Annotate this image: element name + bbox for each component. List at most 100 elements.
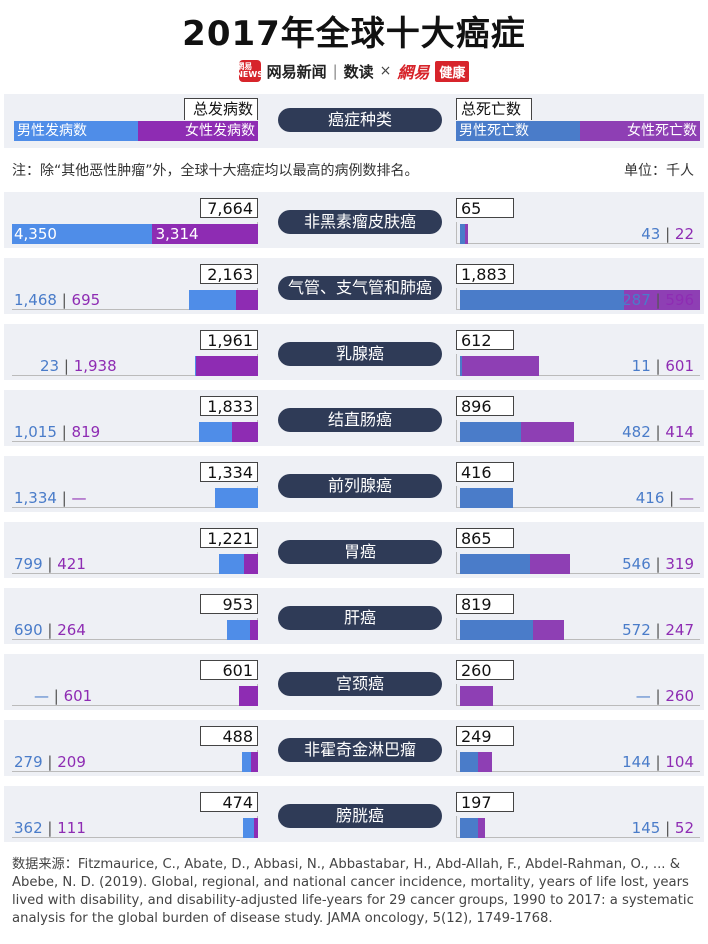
female-death-bar bbox=[478, 818, 486, 838]
female-incidence-bar bbox=[238, 686, 258, 706]
legend-female-incidence: 女性发病数 bbox=[138, 121, 258, 141]
cancer-row: 601 260 宫颈癌 — | 601— | 260 bbox=[4, 654, 704, 710]
legend-panel: 总发病数 男性发病数 女性发病数 癌症种类 总死亡数 男性死亡数 女性死亡数 bbox=[4, 94, 704, 148]
male-death-label: 1,287 bbox=[607, 291, 651, 309]
split-separator: | bbox=[56, 423, 72, 441]
legend-female-death: 女性死亡数 bbox=[580, 121, 700, 141]
death-split-label: 546 | 319 bbox=[622, 555, 694, 573]
cancer-name-pill: 膀胱癌 bbox=[278, 804, 442, 828]
male-death-bar bbox=[460, 620, 533, 640]
female-incidence-bar bbox=[151, 224, 258, 244]
split-separator: | bbox=[42, 621, 58, 639]
female-death-bar bbox=[624, 290, 700, 310]
female-incidence-label: 3,314 bbox=[155, 225, 199, 243]
female-incidence-bar bbox=[251, 752, 258, 772]
incidence-total-value: 953 bbox=[200, 594, 258, 614]
split-separator: | bbox=[650, 753, 666, 771]
cancer-row: 7,664 65 非黑素瘤皮肤癌 4,350 3,314 43 | 22 bbox=[4, 192, 704, 248]
female-incidence-bar bbox=[254, 818, 258, 838]
cancer-row: 474 197 膀胱癌 362 | 111 145 | 52 bbox=[4, 786, 704, 842]
female-death-label: 414 bbox=[665, 423, 694, 441]
death-split-label: 1,287 | 596 bbox=[608, 291, 694, 309]
incidence-total-value: 1,833 bbox=[200, 396, 258, 416]
incidence-split-label: 279 | 209 bbox=[14, 753, 86, 771]
incidence-split-label: 1,468 | 695 bbox=[14, 291, 100, 309]
death-bracket bbox=[456, 816, 700, 838]
male-death-bar bbox=[460, 488, 514, 508]
male-incidence-bar bbox=[215, 488, 258, 508]
female-incidence-bar bbox=[231, 422, 258, 442]
female-death-label: — bbox=[679, 489, 694, 507]
female-death-label: 247 bbox=[665, 621, 694, 639]
female-death-bar bbox=[532, 620, 565, 640]
male-incidence-label: 279 bbox=[14, 753, 43, 771]
split-separator: | bbox=[650, 687, 666, 705]
cancer-row: 1,334 416 前列腺癌 1,334 | —416 | — bbox=[4, 456, 704, 512]
male-incidence-bar bbox=[188, 290, 236, 310]
incidence-split-label: 1,334 | — bbox=[14, 489, 87, 507]
data-source: 数据来源：Fitzmaurice, C., Abate, D., Abbasi,… bbox=[12, 857, 694, 926]
female-incidence-label: 1,938 bbox=[73, 357, 117, 375]
male-death-bar bbox=[460, 818, 479, 838]
death-split-label: 145 | 52 bbox=[632, 819, 694, 837]
death-bracket bbox=[456, 420, 700, 442]
female-incidence-label: 209 bbox=[57, 753, 86, 771]
male-death-label: 11 bbox=[631, 357, 651, 375]
cancer-row: 488 249 非霍奇金淋巴瘤 279 | 209 144 | 104 bbox=[4, 720, 704, 776]
female-death-label: 319 bbox=[665, 555, 694, 573]
death-split-label: 144 | 104 bbox=[622, 753, 694, 771]
legend-category-pill: 癌症种类 bbox=[278, 108, 442, 132]
death-total-value: 1,883 bbox=[456, 264, 514, 284]
female-incidence-label: 421 bbox=[57, 555, 86, 573]
death-split-label: 43 | 22 bbox=[641, 225, 694, 243]
female-death-label: 22 bbox=[674, 225, 694, 243]
death-total-value: 896 bbox=[456, 396, 514, 416]
split-separator: | bbox=[42, 555, 58, 573]
legend-death-bar: 男性死亡数 女性死亡数 bbox=[456, 121, 700, 141]
male-incidence-bar bbox=[199, 422, 232, 442]
female-incidence-bar bbox=[249, 620, 258, 640]
male-incidence-label: 690 bbox=[14, 621, 43, 639]
female-death-label: 601 bbox=[665, 357, 694, 375]
female-death-bar bbox=[465, 224, 469, 244]
female-death-label: 596 bbox=[665, 291, 694, 309]
female-death-bar bbox=[521, 422, 575, 442]
incidence-total-value: 1,221 bbox=[200, 528, 258, 548]
death-total-value: 260 bbox=[456, 660, 514, 680]
death-split-label: — | 260 bbox=[636, 687, 694, 705]
incidence-split-label: 23 | 1,938 bbox=[40, 357, 117, 375]
cancer-name-pill: 气管、支气管和肺癌 bbox=[278, 276, 442, 300]
male-death-bar bbox=[460, 422, 522, 442]
legend-incidence-bar: 男性发病数 女性发病数 bbox=[14, 121, 258, 141]
incidence-split-label: 799 | 421 bbox=[14, 555, 86, 573]
male-incidence-bar bbox=[242, 752, 252, 772]
incidence-split-label: 362 | 111 bbox=[14, 819, 86, 837]
split-separator: | bbox=[56, 291, 72, 309]
male-death-bar bbox=[460, 224, 466, 244]
female-incidence-label: 111 bbox=[57, 819, 86, 837]
male-incidence-label: 1,468 bbox=[14, 291, 57, 309]
incidence-total-value: 1,961 bbox=[200, 330, 258, 350]
brand-name-netease: 網易 bbox=[397, 63, 430, 82]
male-death-label: 145 bbox=[631, 819, 661, 837]
male-death-bar bbox=[460, 290, 625, 310]
female-death-label: 260 bbox=[665, 687, 694, 705]
incidence-total-value: 474 bbox=[200, 792, 258, 812]
male-death-bar bbox=[460, 356, 462, 376]
split-separator: | bbox=[660, 225, 675, 243]
page-title: 2017年全球十大癌症 bbox=[182, 14, 526, 54]
death-bracket bbox=[456, 618, 700, 640]
male-incidence-label: 1,334 bbox=[14, 489, 57, 507]
split-separator: | bbox=[59, 357, 74, 375]
brand-times: × bbox=[379, 63, 392, 79]
death-split-label: 482 | 414 bbox=[622, 423, 694, 441]
death-bracket bbox=[456, 486, 700, 508]
cancer-name-pill: 非黑素瘤皮肤癌 bbox=[278, 210, 442, 234]
split-separator: | bbox=[42, 819, 58, 837]
female-incidence-label: — bbox=[71, 489, 87, 507]
incidence-split-label: 690 | 264 bbox=[14, 621, 86, 639]
male-incidence-label: 4,350 bbox=[14, 225, 57, 243]
split-separator: | bbox=[650, 291, 666, 309]
cancer-name-pill: 宫颈癌 bbox=[278, 672, 442, 696]
male-death-label: — bbox=[635, 687, 651, 705]
